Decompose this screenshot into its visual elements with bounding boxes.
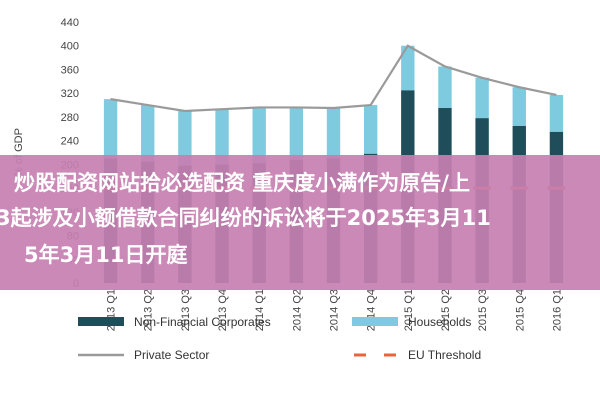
private-sector-line	[110, 44, 557, 113]
x-tick-label: 2016 Q1	[551, 289, 563, 331]
bar-households	[141, 105, 155, 162]
x-tick-label: 2014 Q2	[291, 289, 303, 331]
y-tick-label: 360	[61, 64, 79, 76]
banner-line: 3起涉及小额借款合同纠纷的诉讼将于2025年3月11	[0, 206, 491, 230]
legend-swatch	[352, 317, 398, 326]
bar-households	[401, 45, 415, 91]
bar-households	[363, 105, 378, 154]
banner-line: 炒股配资网站拾必选配资 重庆度小满作为原告/上	[14, 171, 470, 195]
x-tick-label: 2013 Q2	[143, 289, 155, 331]
bar-households	[215, 109, 229, 165]
banner-line: 5年3月11日开庭	[24, 243, 187, 267]
y-tick-label: 400	[61, 41, 79, 53]
x-tick-label: 2015 Q3	[477, 289, 489, 331]
y-tick-label: 440	[61, 17, 79, 29]
legend: Non-Financial Corporates Households Privat…	[78, 315, 481, 362]
banner-background	[0, 155, 600, 290]
x-tick-label: 2014 Q3	[329, 289, 341, 331]
bar-households	[512, 87, 526, 126]
x-tick-label: 2014 Q1	[254, 289, 266, 331]
x-tick-label: 2015 Q1	[403, 289, 415, 331]
legend-label: EU Threshold	[408, 348, 481, 362]
bar-households	[549, 94, 564, 132]
bar-households	[103, 99, 118, 159]
legend-swatch	[78, 317, 124, 326]
legend-label: Households	[408, 315, 471, 329]
bar-households	[289, 107, 304, 160]
bar-households	[326, 108, 341, 159]
legend-label: Non-Financial Corporates	[134, 315, 271, 329]
bar-households	[438, 66, 452, 109]
x-tick-label: 2013 Q3	[180, 289, 192, 331]
y-tick-label: 320	[61, 88, 79, 100]
bar-households	[475, 77, 489, 119]
y-tick-label: 240	[61, 136, 79, 148]
bar-households	[252, 107, 266, 164]
bar-households	[178, 110, 192, 166]
y-tick-label: 280	[61, 112, 79, 124]
legend-label: Private Sector	[134, 348, 209, 362]
x-tick-label: 2013 Q4	[217, 289, 229, 331]
x-axis: 2013 Q1 2013 Q2 2013 Q3 2013 Q4 2014 Q1 2014 …	[106, 289, 564, 331]
x-tick-label: 2015 Q2	[440, 289, 452, 331]
text-overlay-banner: 炒股配资网站拾必选配资 重庆度小满作为原告/上 3起涉及小额借款合同纠纷的诉讼将于…	[0, 155, 600, 290]
x-tick-label: 2015 Q4	[514, 289, 526, 331]
